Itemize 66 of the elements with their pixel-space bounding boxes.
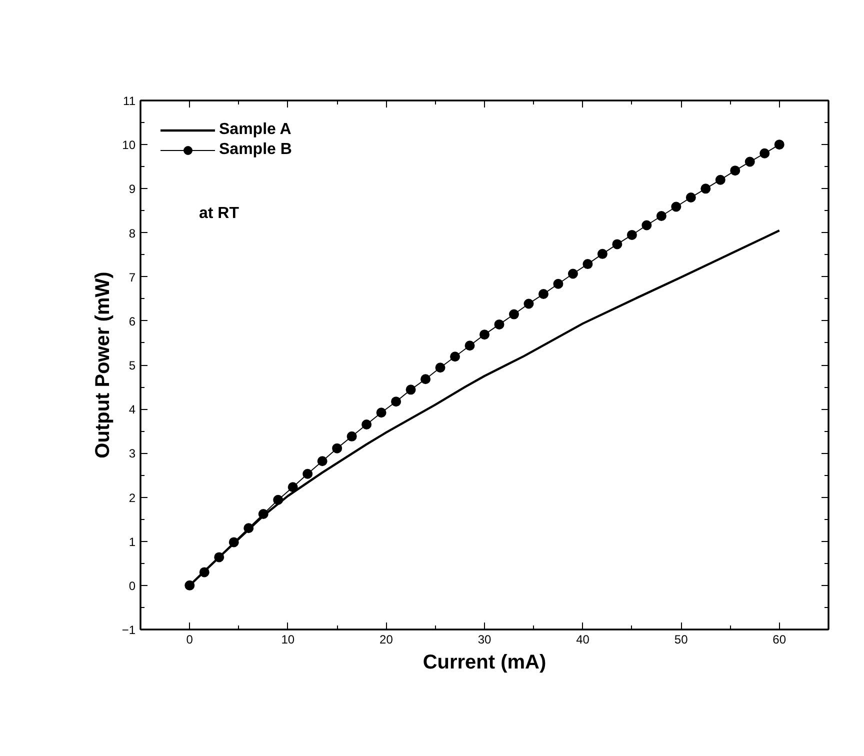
y-tick-label: 5	[128, 358, 136, 372]
point	[538, 289, 548, 300]
point	[288, 482, 298, 492]
point	[199, 567, 210, 578]
point	[450, 352, 460, 362]
y-tick-label: 2	[128, 490, 136, 505]
y-tick-label: 8	[128, 226, 136, 240]
point	[642, 220, 652, 230]
point	[656, 211, 666, 221]
x-tick-label: 40	[576, 632, 590, 646]
x-tick-label: 10	[281, 632, 295, 646]
point	[346, 431, 357, 442]
y-tick-label: −1	[122, 623, 136, 637]
point	[244, 523, 254, 534]
y-tick-label: 6	[128, 314, 136, 328]
point	[362, 420, 372, 430]
legend-label: Sample A	[219, 121, 292, 139]
y-tick-label: 0	[128, 578, 136, 593]
point	[508, 309, 519, 320]
point	[671, 202, 682, 212]
point	[730, 166, 740, 176]
point	[582, 259, 593, 270]
y-tick-label: 7	[128, 270, 136, 284]
point	[700, 184, 711, 194]
point	[480, 330, 490, 340]
x-tick-label: 30	[478, 632, 492, 646]
point	[524, 298, 534, 309]
legend-label: Sample B	[219, 141, 292, 159]
point	[686, 192, 696, 202]
point	[774, 140, 784, 150]
point	[612, 239, 622, 250]
x-tick-label: 50	[674, 632, 688, 646]
y-tick-label: 9	[128, 182, 136, 196]
point	[435, 362, 446, 373]
point	[302, 468, 313, 479]
point	[464, 340, 475, 351]
y-tick-label: 4	[128, 402, 136, 417]
point	[391, 396, 402, 407]
point	[376, 408, 386, 418]
annotation: at RT	[198, 205, 240, 222]
y-tick-label: 1	[128, 534, 136, 549]
point	[553, 278, 564, 289]
point	[568, 268, 578, 279]
point	[715, 174, 726, 185]
x-axis-title: Current (mA)	[422, 652, 546, 674]
point	[626, 230, 637, 240]
point	[744, 156, 755, 167]
x-tick-label: 0	[186, 632, 194, 646]
point	[420, 374, 431, 384]
y-axis-title: Output Power (mW)	[92, 272, 114, 458]
point	[184, 580, 195, 590]
point	[760, 148, 770, 158]
point	[273, 494, 284, 505]
point	[406, 384, 416, 395]
y-tick-label: 11	[123, 94, 136, 108]
point	[258, 509, 268, 519]
y-tick-label: 3	[128, 446, 136, 461]
point	[494, 319, 504, 330]
x-tick-label: 20	[380, 632, 394, 646]
point	[228, 537, 239, 548]
point	[317, 456, 328, 466]
point	[332, 443, 342, 454]
point	[214, 552, 224, 562]
x-tick-label: 60	[772, 632, 786, 646]
y-tick-label: 10	[122, 138, 136, 152]
point	[597, 248, 608, 259]
